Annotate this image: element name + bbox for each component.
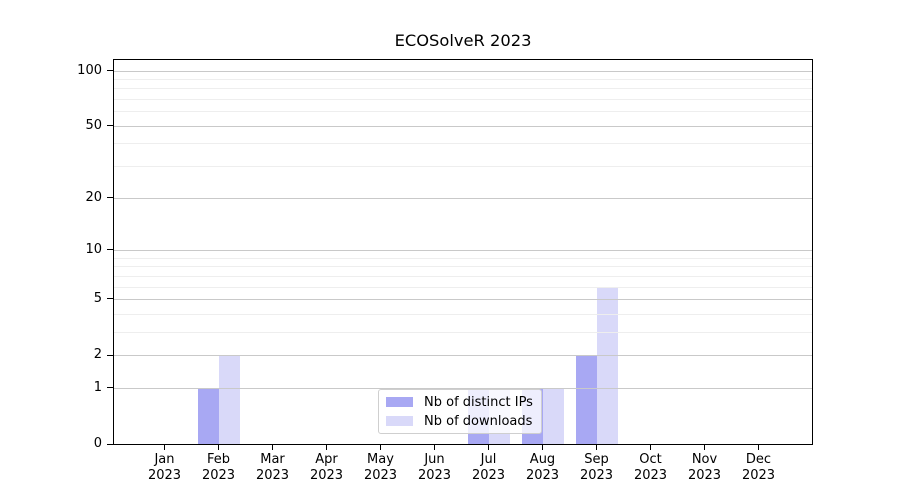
- gridline-minor: [114, 286, 812, 288]
- bar-ips-sep: [575, 355, 597, 444]
- y-tick: [107, 387, 113, 389]
- x-tick: [380, 445, 381, 450]
- grid-layer: [114, 60, 812, 444]
- gridline-minor: [114, 331, 812, 333]
- legend-label-downloads: Nb of downloads: [424, 413, 533, 429]
- x-tick: [758, 445, 759, 450]
- x-tick-label: Oct 2023: [624, 452, 678, 483]
- x-tick-year: 2023: [363, 467, 398, 483]
- x-tick-month: Apr: [315, 452, 338, 467]
- x-tick-month: Dec: [745, 452, 772, 467]
- x-tick-label: Nov 2023: [678, 452, 732, 483]
- y-tick: [107, 125, 113, 127]
- x-tick-label: May 2023: [354, 452, 408, 483]
- gridline-minor: [114, 99, 812, 101]
- x-tick: [596, 445, 597, 450]
- chart-title: ECOSolveR 2023: [394, 31, 532, 50]
- gridline-minor: [114, 266, 812, 268]
- bar-downloads-aug: [542, 387, 564, 444]
- bar-ips-feb: [197, 387, 219, 444]
- x-tick-year: 2023: [525, 467, 560, 483]
- x-tick-label: Aug 2023: [516, 452, 570, 483]
- gridline-minor: [114, 88, 812, 90]
- x-tick-month: Jun: [424, 452, 445, 467]
- x-tick: [542, 445, 543, 450]
- gridline-major: [114, 70, 812, 72]
- x-tick-month: Aug: [529, 452, 556, 467]
- x-tick: [488, 445, 489, 450]
- x-tick: [650, 445, 651, 450]
- x-tick-month: Jul: [480, 452, 497, 467]
- y-tick-label: 10: [85, 241, 102, 257]
- gridline-minor: [114, 275, 812, 277]
- plot-area: [113, 59, 813, 445]
- x-tick-label: Sep 2023: [570, 452, 624, 483]
- x-tick-label: Mar 2023: [246, 452, 300, 483]
- y-tick-label: 0: [93, 436, 102, 451]
- x-tick-month: Sep: [584, 452, 609, 467]
- x-tick: [326, 445, 327, 450]
- bar-downloads-sep: [596, 286, 618, 444]
- x-tick-year: 2023: [255, 467, 290, 483]
- y-tick-label: 2: [93, 347, 102, 363]
- legend-swatch-downloads: [386, 416, 413, 426]
- x-tick-year: 2023: [309, 467, 344, 483]
- y-tick-label: 100: [77, 62, 102, 78]
- legend-entry-downloads: Nb of downloads: [386, 414, 541, 429]
- x-tick-year: 2023: [147, 467, 182, 483]
- x-tick: [218, 445, 219, 450]
- gridline-minor: [114, 166, 812, 168]
- gridline-major: [114, 355, 812, 357]
- x-tick-month: Oct: [639, 452, 662, 467]
- y-tick: [107, 197, 113, 199]
- gridline-major: [114, 249, 812, 251]
- x-tick-month: Feb: [206, 452, 231, 467]
- gridline-major: [114, 125, 812, 127]
- x-tick-month: Nov: [691, 452, 718, 467]
- x-tick: [704, 445, 705, 450]
- y-tick-label: 20: [85, 189, 102, 205]
- x-tick: [164, 445, 165, 450]
- x-tick-label: Apr 2023: [300, 452, 354, 483]
- legend: Nb of distinct IPs Nb of downloads: [378, 389, 542, 434]
- y-tick-label: 5: [93, 290, 102, 306]
- legend-label-distinct-ips: Nb of distinct IPs: [424, 394, 533, 410]
- gridline-minor: [114, 313, 812, 315]
- x-tick-label: Jun 2023: [408, 452, 462, 483]
- y-tick: [107, 443, 113, 445]
- x-tick-month: Mar: [260, 452, 285, 467]
- x-tick-year: 2023: [633, 467, 668, 483]
- gridline-minor: [114, 111, 812, 113]
- x-tick-label: Feb 2023: [192, 452, 246, 483]
- x-tick-month: Jan: [154, 452, 175, 467]
- x-tick-label: Jan 2023: [138, 452, 192, 483]
- x-tick-year: 2023: [687, 467, 722, 483]
- gridline-major: [114, 197, 812, 199]
- y-tick-label: 50: [85, 117, 102, 133]
- x-tick-label: Dec 2023: [732, 452, 786, 483]
- x-tick-year: 2023: [579, 467, 614, 483]
- gridline-major: [114, 298, 812, 300]
- y-tick-label: 1: [93, 379, 102, 395]
- x-tick: [272, 445, 273, 450]
- x-tick-year: 2023: [471, 467, 506, 483]
- gridline-minor: [114, 257, 812, 259]
- y-tick: [107, 249, 113, 251]
- legend-entry-distinct-ips: Nb of distinct IPs: [386, 395, 541, 410]
- legend-swatch-distinct-ips: [386, 397, 413, 407]
- gridline-minor: [114, 143, 812, 145]
- x-tick-year: 2023: [417, 467, 452, 483]
- x-tick: [434, 445, 435, 450]
- gridline-minor: [114, 78, 812, 80]
- x-tick-year: 2023: [741, 467, 776, 483]
- y-tick: [107, 70, 113, 71]
- x-tick-month: May: [367, 452, 394, 467]
- x-tick-label: Jul 2023: [462, 452, 516, 483]
- x-tick-year: 2023: [201, 467, 236, 483]
- gridline-major: [114, 387, 812, 389]
- y-tick: [107, 354, 113, 356]
- y-tick: [107, 298, 113, 300]
- bar-downloads-feb: [218, 355, 240, 444]
